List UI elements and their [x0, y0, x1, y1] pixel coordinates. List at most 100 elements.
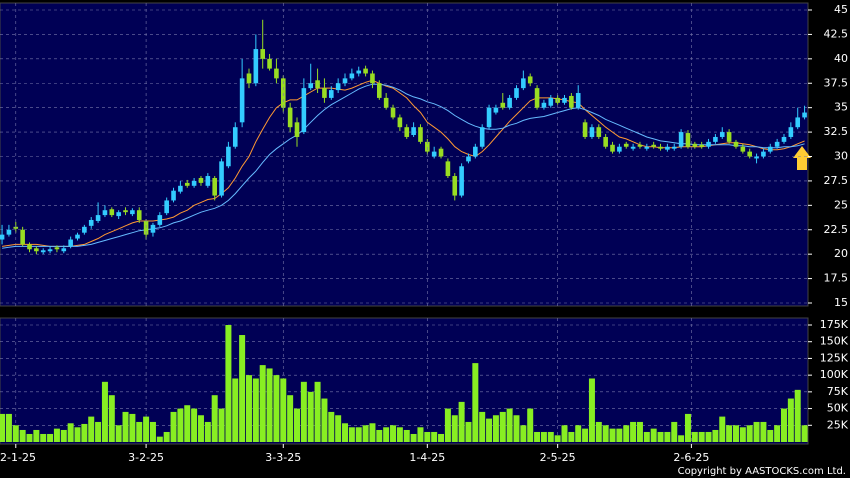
volume-bar: [307, 391, 314, 442]
volume-bar: [760, 421, 767, 442]
volume-bar: [390, 425, 397, 442]
candle-body: [713, 136, 718, 142]
volume-bar: [684, 413, 691, 442]
volume-bar: [547, 431, 554, 442]
volume-bar: [348, 427, 355, 442]
volume-bar: [156, 436, 163, 442]
volume-bar: [47, 433, 54, 442]
candle-body: [164, 200, 169, 214]
volume-bar: [444, 408, 451, 442]
volume-bar: [33, 429, 40, 442]
volume-bar: [143, 416, 150, 442]
candle-body: [308, 83, 314, 89]
candle-body: [452, 176, 458, 196]
volume-bar: [328, 411, 335, 442]
volume-bar: [472, 363, 479, 442]
candle-body: [527, 76, 533, 84]
volume-bar: [95, 421, 102, 442]
candle-body: [157, 215, 163, 225]
candle-body: [328, 90, 334, 98]
candle-body: [27, 244, 32, 250]
candle-body: [0, 234, 5, 240]
volume-bar: [245, 375, 252, 442]
volume-bar: [705, 431, 712, 442]
candle-body: [198, 177, 204, 183]
volume-bar: [739, 427, 746, 442]
candle-body: [418, 127, 423, 142]
candle-body: [116, 212, 121, 217]
y-tick-label: 30: [834, 150, 848, 163]
volume-bar: [197, 415, 204, 442]
candle-body: [411, 127, 416, 136]
volume-bar: [88, 416, 95, 442]
candle-body: [150, 224, 156, 233]
volume-bar: [204, 421, 211, 442]
candle-body: [322, 88, 327, 98]
candle-body: [486, 107, 492, 128]
volume-bar: [458, 401, 465, 442]
candle-body: [226, 146, 231, 167]
volume-bar: [81, 423, 88, 442]
volume-bar: [513, 415, 520, 442]
volume-bar: [534, 431, 541, 442]
candle-body: [795, 117, 801, 128]
y-tick-label: 45: [834, 3, 848, 16]
volume-bar: [540, 431, 547, 442]
volume-bar: [595, 421, 602, 442]
candle-body: [438, 148, 444, 157]
volume-bar: [177, 408, 184, 442]
volume-bar: [636, 421, 643, 442]
volume-bar: [342, 423, 349, 442]
volume-bar: [643, 431, 650, 442]
volume-bar: [417, 427, 424, 442]
candle-body: [726, 132, 732, 142]
candle-body: [671, 146, 677, 149]
candle-body: [95, 215, 101, 221]
candle-body: [205, 176, 211, 186]
volume-bar: [431, 431, 438, 442]
candle-body: [740, 146, 746, 152]
x-tick-label: 3-2-25: [128, 451, 164, 464]
y-tick-label: 20: [834, 247, 848, 260]
volume-bar: [486, 418, 493, 442]
volume-bar: [506, 408, 513, 442]
volume-bar: [314, 381, 321, 442]
volume-bar: [698, 431, 705, 442]
candle-body: [301, 88, 307, 133]
volume-bar: [732, 425, 739, 442]
volume-bar: [774, 425, 781, 442]
candle-body: [191, 180, 197, 186]
volume-bar: [369, 423, 376, 442]
candle-body: [479, 127, 485, 147]
volume-bar: [293, 408, 300, 442]
candle-body: [102, 210, 108, 216]
volume-bar: [101, 381, 108, 442]
volume-bar: [582, 428, 589, 442]
candle-body: [6, 229, 12, 235]
volume-bar: [129, 413, 136, 442]
candle-body: [665, 146, 670, 150]
volume-bar: [67, 423, 74, 442]
candle-body: [617, 146, 622, 152]
volume-bar: [492, 415, 499, 442]
candle-body: [431, 151, 437, 157]
volume-bar: [630, 421, 637, 442]
volume-bar: [801, 425, 808, 442]
volume-bar: [650, 428, 657, 442]
candle-body: [239, 78, 245, 123]
candle-body: [61, 248, 67, 252]
volume-bar: [0, 413, 6, 442]
candle-body: [315, 80, 320, 89]
candle-body: [459, 166, 464, 196]
volume-bar: [753, 421, 760, 442]
candle-body: [493, 107, 499, 113]
candle-body: [747, 151, 752, 157]
volume-bar: [520, 425, 527, 442]
candle-body: [610, 144, 615, 152]
y-tick-label: 25: [834, 198, 848, 211]
y-tick-label: 22.5: [824, 223, 849, 236]
volume-bar: [19, 429, 26, 442]
volume-bar: [787, 398, 794, 442]
volume-bar: [12, 425, 19, 442]
moving-average-line: [2, 79, 805, 247]
